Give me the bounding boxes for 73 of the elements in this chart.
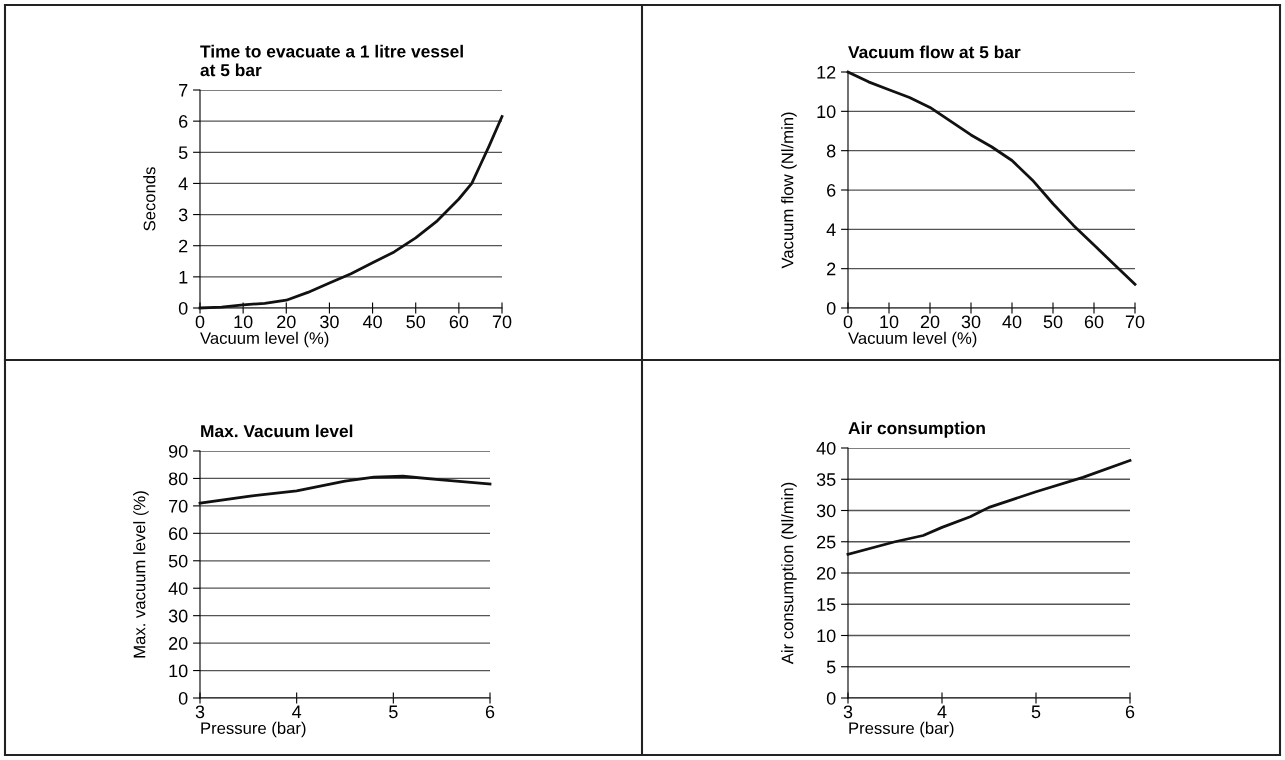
y-tick-label: 2 <box>179 239 188 253</box>
y-tick-label: 90 <box>168 444 188 458</box>
y-tick-label: 12 <box>817 65 836 79</box>
y-tick-label: 0 <box>178 301 188 315</box>
y-axis-title: Max. vacuum level (%) <box>133 491 149 658</box>
y-tick-label: 10 <box>817 105 836 119</box>
x-tick-label: 6 <box>485 705 495 719</box>
x-axis-title: Vacuum level (%) <box>200 331 329 348</box>
y-tick-label: 0 <box>178 691 188 705</box>
y-tick-label: 5 <box>178 146 188 160</box>
x-tick-label: 4 <box>292 705 302 719</box>
x-tick-label: 6 <box>1125 705 1135 719</box>
y-tick-label: 60 <box>169 527 188 541</box>
x-tick-label: 50 <box>1043 315 1063 329</box>
y-tick-label: 6 <box>827 183 836 197</box>
x-tick-label: 5 <box>1031 705 1041 719</box>
x-tick-label: 20 <box>277 315 296 329</box>
y-tick-label: 80 <box>168 472 188 486</box>
y-tick-label: 2 <box>827 262 836 276</box>
x-tick-label: 10 <box>234 315 253 329</box>
y-tick-label: 0 <box>826 691 836 705</box>
x-tick-label: 10 <box>880 315 899 329</box>
chart-title: Max. Vacuum level <box>201 424 353 438</box>
y-tick-label: 0 <box>826 301 836 315</box>
chart-title: Time to evacuate a 1 litre vessel at 5 bar <box>200 44 463 77</box>
y-axis-title: Vacuum flow (Nl/min) <box>781 112 797 269</box>
line-series <box>198 474 492 505</box>
y-axis-title: Air consumption (Nl/min) <box>781 482 797 665</box>
y-tick-label: 10 <box>169 664 188 678</box>
x-tick-label: 3 <box>843 705 853 719</box>
x-axis-title: Pressure (bar) <box>849 721 954 738</box>
y-tick-label: 40 <box>168 582 188 595</box>
y-tick-label: 70 <box>169 499 188 513</box>
x-tick-label: 70 <box>492 315 512 329</box>
x-tick-label: 30 <box>961 315 981 329</box>
y-tick-label: 40 <box>816 441 836 455</box>
x-tick-label: 5 <box>389 705 398 719</box>
chart-title: Air consumption <box>848 421 985 438</box>
x-tick-label: 60 <box>449 315 469 329</box>
x-tick-label: 0 <box>195 315 205 329</box>
y-tick-label: 3 <box>178 208 188 222</box>
y-tick-label: 1 <box>179 270 188 284</box>
y-tick-label: 30 <box>168 609 188 623</box>
y-tick-label: 10 <box>817 629 836 643</box>
x-tick-label: 40 <box>362 315 382 329</box>
x-tick-label: 50 <box>406 315 426 329</box>
y-tick-label: 6 <box>179 115 188 128</box>
y-axis-title: Seconds <box>143 167 156 231</box>
y-tick-label: 20 <box>169 637 188 650</box>
x-tick-label: 30 <box>320 315 339 329</box>
y-tick-label: 50 <box>168 554 188 568</box>
x-axis-title: Vacuum level (%) <box>848 331 977 348</box>
x-tick-label: 40 <box>1002 315 1022 329</box>
y-tick-label: 8 <box>826 144 836 158</box>
x-axis-title: Pressure (bar) <box>201 721 306 738</box>
y-tick-label: 5 <box>826 660 836 674</box>
chart-title: Vacuum flow at 5 bar <box>848 45 1021 59</box>
x-tick-label: 3 <box>195 705 205 719</box>
x-tick-label: 4 <box>937 705 947 719</box>
y-tick-label: 15 <box>817 598 836 611</box>
x-tick-label: 60 <box>1084 315 1104 329</box>
line-series <box>846 70 1137 286</box>
y-tick-label: 20 <box>817 566 836 580</box>
y-tick-label: 4 <box>826 223 836 236</box>
y-tick-label: 25 <box>817 535 836 549</box>
y-tick-label: 30 <box>816 504 836 518</box>
x-tick-label: 0 <box>843 315 853 329</box>
x-tick-label: 70 <box>1125 315 1145 329</box>
y-tick-label: 4 <box>178 177 188 190</box>
line-series <box>846 459 1132 556</box>
y-tick-label: 7 <box>179 84 188 97</box>
y-tick-label: 35 <box>816 473 836 486</box>
x-tick-label: 20 <box>920 315 940 329</box>
